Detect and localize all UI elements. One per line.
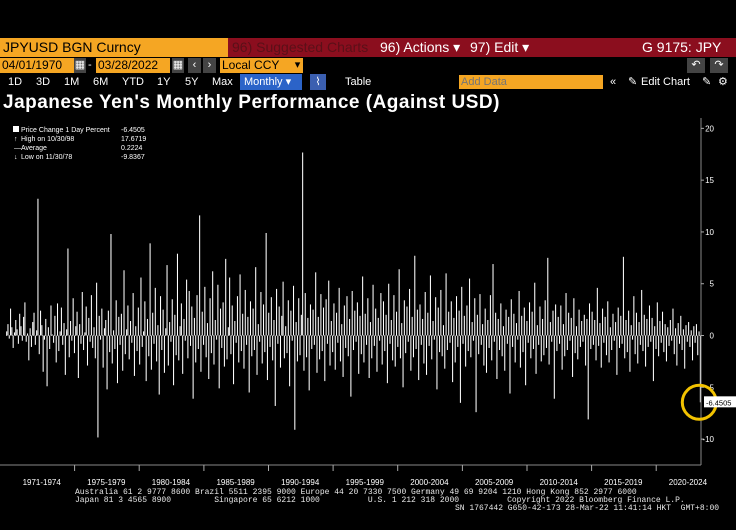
legend-symbol: — xyxy=(14,145,21,152)
y-tick-label: 20 xyxy=(705,124,714,133)
legend-value: 0.2224 xyxy=(121,145,143,152)
y-tick-label: 10 xyxy=(705,228,714,237)
chevron-down-icon[interactable]: ▾ xyxy=(292,58,303,73)
currency-select[interactable]: Local CCY xyxy=(220,58,294,73)
frequency-select[interactable]: Monthly ▾ xyxy=(240,74,302,90)
x-tick-label: 1985-1989 xyxy=(216,478,255,487)
y-tick-label: 5 xyxy=(710,280,715,289)
period-1m[interactable]: 1M xyxy=(64,76,80,88)
legend-symbol: ↑ xyxy=(14,136,18,143)
legend-label: Price Change 1 Day Percent xyxy=(21,127,110,134)
x-tick-label: 2000-2004 xyxy=(410,478,449,487)
pencil-icon[interactable]: ✎ xyxy=(628,76,638,88)
period-1d[interactable]: 1D xyxy=(8,76,23,88)
legend-swatch xyxy=(13,126,19,132)
footer-line-2: Japan 81 3 4565 8900 Singapore 65 6212 1… xyxy=(75,496,685,505)
y-tick-label: -10 xyxy=(702,435,714,444)
y-tick-label: 0 xyxy=(710,332,715,341)
next-arrow-icon[interactable]: › xyxy=(203,58,216,73)
chart-title: Japanese Yen's Monthly Performance (Agai… xyxy=(3,92,500,113)
undo-icon[interactable]: ↶ xyxy=(687,58,705,73)
x-tick-label: 1971-1974 xyxy=(23,478,62,487)
x-tick-label: 1975-1979 xyxy=(87,478,126,487)
prev-arrow-icon[interactable]: ‹ xyxy=(188,58,201,73)
edit-chart-button[interactable]: Edit Chart xyxy=(641,76,690,88)
legend-symbol: ↓ xyxy=(14,154,18,161)
start-date-input[interactable]: 04/01/1970 xyxy=(0,58,74,73)
period-ytd[interactable]: YTD xyxy=(122,76,144,88)
table-button[interactable]: Table xyxy=(345,76,372,88)
legend-label: Low on 11/30/78 xyxy=(21,154,72,161)
actions-menu[interactable]: 96) Actions ▾ xyxy=(380,39,461,55)
x-tick-label: 1995-1999 xyxy=(346,478,385,487)
x-tick-label: 2020-2024 xyxy=(669,478,708,487)
x-tick-label: 2015-2019 xyxy=(604,478,643,487)
legend-value: -9.8367 xyxy=(121,154,145,161)
last-value-tag xyxy=(704,396,736,408)
x-tick-label: 1990-1994 xyxy=(281,478,320,487)
period-3d[interactable]: 3D xyxy=(36,76,51,88)
period-max[interactable]: Max xyxy=(212,76,233,88)
date-separator: - xyxy=(88,59,92,71)
edit-menu[interactable]: 97) Edit ▾ xyxy=(470,39,530,55)
x-tick-label: 2010-2014 xyxy=(540,478,579,487)
last-value-marker: -6.4505 xyxy=(680,383,736,421)
calendar-icon[interactable]: ▦ xyxy=(74,58,86,73)
line-chart-icon[interactable]: ⌇ xyxy=(310,74,326,90)
x-axis: 1971-1974 1975-1979 1980-1984 1985-1989 1990… xyxy=(0,464,708,487)
suggested-charts-button[interactable]: 96) Suggested Charts xyxy=(232,39,369,55)
legend-value: -6.4505 xyxy=(121,127,145,134)
collapse-icon[interactable]: « xyxy=(610,76,617,88)
edit-icon[interactable]: ✎ xyxy=(702,76,712,88)
redo-icon[interactable]: ↷ xyxy=(710,58,728,73)
period-5y[interactable]: 5Y xyxy=(185,76,199,88)
period-1y[interactable]: 1Y xyxy=(157,76,171,88)
settings-icon[interactable]: ⚙ xyxy=(718,76,728,88)
legend-value: 17.6719 xyxy=(121,136,146,143)
y-tick-label: 15 xyxy=(705,176,714,185)
end-date-input[interactable]: 03/28/2022 xyxy=(96,58,170,73)
bar-series xyxy=(6,152,701,438)
x-tick-label: 1980-1984 xyxy=(152,478,191,487)
footer-line-1: Australia 61 2 9777 8600 Brazil 5511 239… xyxy=(75,488,637,497)
ticker-field[interactable]: JPYUSD BGN Curncy xyxy=(0,38,228,57)
add-data-input[interactable] xyxy=(459,75,603,89)
footer-line-3: SN 1767442 G650-42-173 28-Mar-22 11:41:1… xyxy=(455,504,720,513)
calendar-icon[interactable]: ▦ xyxy=(172,58,184,73)
last-value-label: -6.4505 xyxy=(706,398,731,407)
function-code: G 9175: JPY xyxy=(642,39,722,55)
function-bar xyxy=(228,38,736,57)
legend: Price Change 1 Day Percent -6.4505 ↑ High o… xyxy=(4,121,152,167)
legend-label: High on 10/30/98 xyxy=(21,136,74,143)
legend-label: Average xyxy=(21,145,47,152)
period-6m[interactable]: 6M xyxy=(93,76,109,88)
x-tick-label: 2005-2009 xyxy=(475,478,514,487)
legend-box xyxy=(4,121,152,167)
